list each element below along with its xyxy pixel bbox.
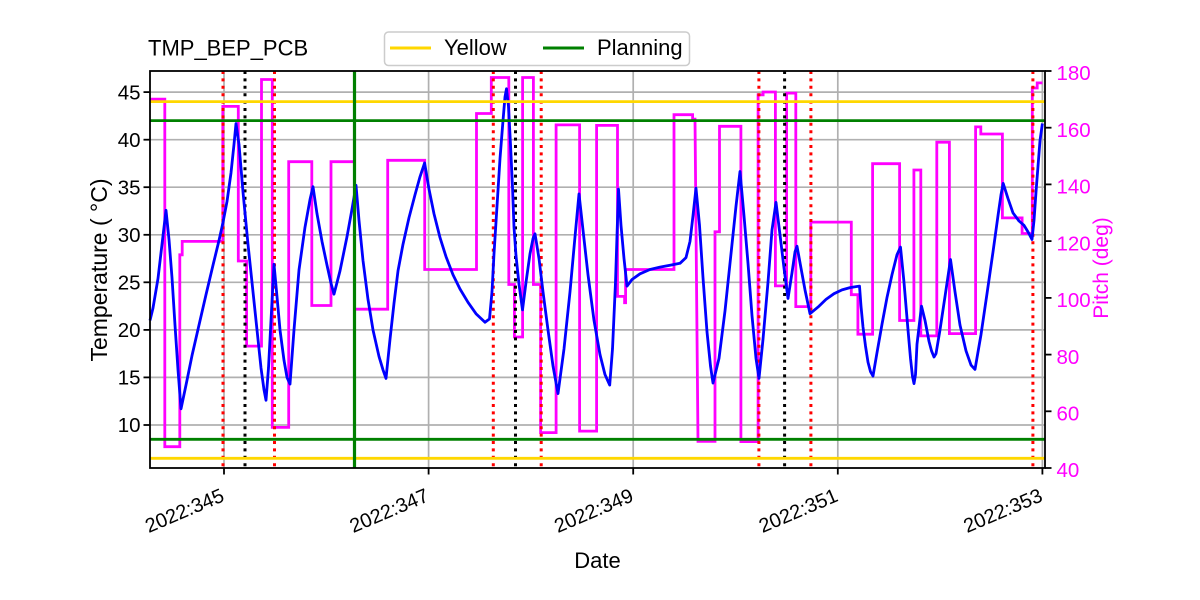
- svg-text:35: 35: [118, 176, 141, 199]
- svg-text:140: 140: [1057, 176, 1091, 199]
- svg-text:100: 100: [1057, 289, 1091, 312]
- svg-text:80: 80: [1057, 346, 1080, 369]
- svg-text:Planning: Planning: [597, 35, 683, 60]
- svg-text:2022:349: 2022:349: [551, 485, 636, 538]
- svg-text:180: 180: [1057, 62, 1091, 85]
- svg-text:120: 120: [1057, 232, 1091, 255]
- svg-text:40: 40: [118, 129, 141, 152]
- svg-text:20: 20: [118, 319, 141, 342]
- svg-text:2022:345: 2022:345: [142, 485, 227, 538]
- svg-text:2022:351: 2022:351: [756, 485, 841, 538]
- svg-text:Yellow: Yellow: [444, 35, 507, 60]
- svg-text:Pitch (deg): Pitch (deg): [1090, 217, 1113, 319]
- svg-text:45: 45: [118, 81, 141, 104]
- svg-text:160: 160: [1057, 119, 1091, 142]
- svg-text:10: 10: [118, 414, 141, 437]
- svg-text:2022:353: 2022:353: [960, 485, 1045, 538]
- svg-text:40: 40: [1057, 459, 1080, 482]
- svg-text:25: 25: [118, 272, 141, 295]
- svg-text:TMP_BEP_PCB: TMP_BEP_PCB: [148, 36, 308, 61]
- svg-text:2022:347: 2022:347: [347, 485, 432, 538]
- svg-text:60: 60: [1057, 403, 1080, 426]
- svg-text:15: 15: [118, 367, 141, 390]
- svg-text:30: 30: [118, 224, 141, 247]
- svg-text:Date: Date: [574, 548, 620, 573]
- svg-text:Temperature ( °C): Temperature ( °C): [86, 178, 112, 361]
